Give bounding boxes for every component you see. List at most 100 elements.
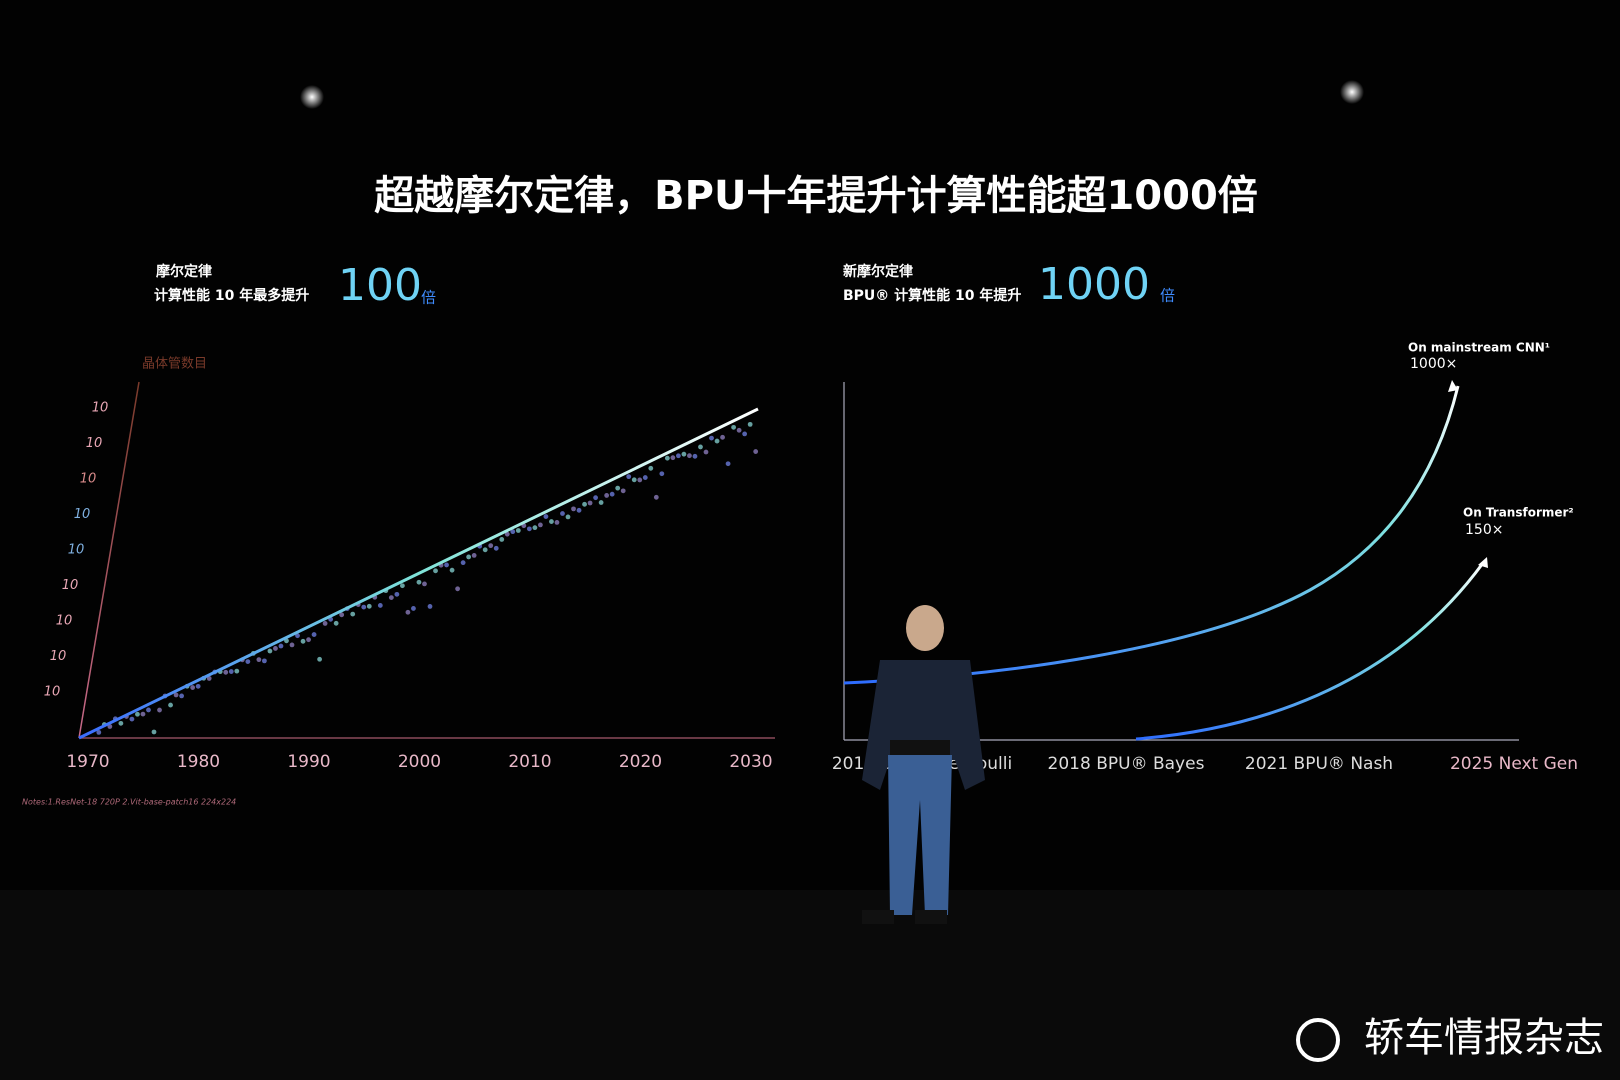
scatter-dot — [482, 547, 488, 553]
x-tick-label: 1990 — [287, 752, 330, 772]
scatter-dot — [631, 477, 637, 483]
spotlight — [1340, 80, 1364, 104]
curve-value: 1000× — [1410, 356, 1457, 372]
scatter-dot — [317, 656, 322, 662]
scatter-dot — [648, 465, 654, 471]
scatter-dot — [157, 707, 162, 713]
scatter-dot — [361, 604, 367, 610]
scatter-dot — [554, 519, 560, 525]
scatter-dot — [488, 543, 494, 549]
scatter-dot — [742, 431, 748, 437]
x-tick-label: 1980 — [177, 752, 220, 772]
scatter-dot — [273, 646, 278, 651]
curve-value: 150× — [1465, 522, 1503, 538]
scatter-dot — [339, 612, 345, 618]
scatter-dot — [676, 453, 681, 459]
scatter-dot — [582, 501, 587, 507]
scatter-dot — [565, 514, 571, 520]
scatter-dot — [753, 449, 759, 454]
scatter-dot — [223, 669, 229, 675]
scatter-dot — [411, 606, 416, 611]
x-tick-label: 2030 — [729, 752, 772, 772]
scatter-dot — [135, 711, 140, 717]
scatter-dot — [471, 552, 477, 558]
scatter-dot — [228, 669, 234, 674]
right-big-number: 1000 — [1038, 259, 1150, 310]
scatter-dot — [377, 603, 383, 608]
scatter-dot — [515, 528, 521, 533]
scatter-dot — [422, 581, 427, 587]
scatter-dot — [151, 729, 157, 735]
scatter-dot — [653, 494, 659, 500]
trend-line — [78, 407, 759, 740]
cnn-curve — [843, 385, 1460, 685]
right-unit: 倍 — [1160, 287, 1175, 305]
scatter-dot — [642, 475, 648, 480]
scatter-dot — [322, 621, 328, 626]
y-axis-label: 晶体管数目 — [142, 357, 207, 372]
scatter-dot — [168, 702, 173, 708]
x-tick-label: 2020 — [619, 752, 662, 772]
left-big-number: 100 — [338, 260, 422, 311]
scatter-dot — [234, 668, 240, 674]
scatter-dot — [267, 648, 273, 654]
scatter-dot — [449, 567, 455, 573]
scatter-dot — [394, 591, 400, 597]
y-tick-label: 10 — [80, 472, 97, 487]
right-subheading: BPU® 计算性能 10 年提升 — [843, 287, 1021, 304]
scatter-dot — [703, 449, 709, 455]
scatter-dot — [455, 586, 460, 592]
y-tick-label: 10 — [62, 578, 79, 593]
y-tick-label: 10 — [44, 685, 61, 700]
scatter-dot — [366, 603, 372, 609]
scatter-dot — [416, 579, 422, 585]
slide-title: 超越摩尔定律，BPU十年提升计算性能超1000倍 — [374, 173, 1258, 219]
scatter-dot — [256, 657, 262, 663]
scatter-dot — [720, 434, 725, 440]
scatter-dot — [278, 643, 284, 649]
x-tick-label: 2010 — [508, 752, 551, 772]
scatter-dot — [140, 711, 146, 717]
left-chart: 10 10 10 10 10 10 10 10 10 1970 1980 1990 2000 2010 20… — [44, 401, 773, 773]
y-axis — [78, 381, 140, 739]
scatter-dot — [333, 620, 339, 626]
scatter-dot — [427, 604, 433, 609]
scatter-dot — [146, 707, 151, 713]
scatter-dot — [664, 455, 670, 461]
scatter-dot — [173, 692, 179, 698]
scatter-dot — [300, 638, 306, 644]
scatter-dot — [709, 435, 714, 441]
scatter-dot — [350, 611, 356, 617]
scatter-dot — [504, 531, 510, 537]
spotlight — [300, 85, 324, 109]
scatter-dot — [526, 526, 532, 532]
scatter-dot — [560, 511, 565, 516]
x-tick-label: 2000 — [398, 752, 441, 772]
scatter-dot — [466, 554, 472, 560]
scatter-dot — [400, 583, 405, 589]
arrowhead — [1478, 557, 1488, 568]
scatter-dot — [195, 683, 201, 689]
scatter-dot — [576, 507, 582, 513]
scatter-dot — [725, 461, 731, 467]
scatter-dot — [306, 637, 311, 643]
scatter-dot — [262, 658, 267, 664]
scatter-dot — [388, 595, 394, 600]
scatter-dot — [598, 500, 604, 505]
scatter-dot — [206, 676, 212, 681]
stage-floor — [0, 890, 1620, 1080]
scatter-dot — [587, 500, 593, 506]
scatter-dot — [444, 562, 449, 568]
scatter-dot — [747, 421, 753, 427]
y-tick-label: 10 — [92, 401, 109, 416]
curve-label: On mainstream CNN¹ — [1408, 341, 1550, 355]
y-tick-label: 10 — [56, 614, 73, 629]
speaker — [862, 605, 985, 924]
watermark-logo — [1296, 1018, 1340, 1062]
scatter-dot — [549, 519, 554, 524]
scatter-dot — [687, 453, 692, 459]
scatter-dot — [698, 444, 703, 450]
arrowhead — [1448, 380, 1458, 392]
scatter-dot — [129, 716, 135, 722]
